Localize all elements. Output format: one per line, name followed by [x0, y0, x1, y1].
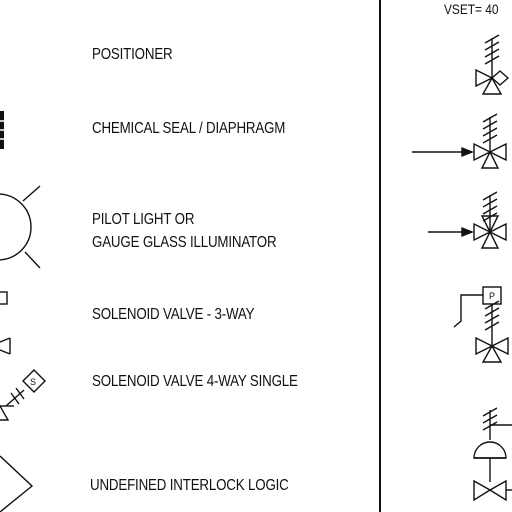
s-tag: S	[30, 377, 36, 387]
vset-label: VSET= 40	[444, 2, 499, 17]
label-interlock-logic: UNDEFINED INTERLOCK LOGIC	[90, 477, 289, 494]
valve-4-port-icon	[428, 191, 507, 249]
valve-diaphragm-icon	[473, 407, 512, 502]
valve-inlet-icon	[412, 113, 507, 169]
interlock-logic-icon	[0, 455, 34, 512]
label-solenoid-4-way: SOLENOID VALVE 4-WAY SINGLE	[92, 373, 298, 390]
p-tag: P	[489, 291, 495, 301]
pilot-light-icon	[0, 185, 41, 269]
chemical-seal-icon	[0, 111, 4, 149]
valve-vset-icon	[475, 34, 510, 95]
valve-pressure-icon: P	[453, 286, 509, 363]
label-solenoid-3-way: SOLENOID VALVE - 3-WAY	[92, 306, 255, 323]
label-chemical-seal: CHEMICAL SEAL / DIAPHRAGM	[92, 120, 286, 137]
solenoid-valve-4-way-icon: S	[0, 369, 46, 421]
label-positioner: POSITIONER	[92, 46, 173, 63]
solenoid-valve-3-way-icon	[0, 291, 11, 355]
label-pilot-light-line2: GAUGE GLASS ILLUMINATOR	[92, 234, 277, 251]
label-pilot-light-line1: PILOT LIGHT OR	[92, 211, 195, 228]
